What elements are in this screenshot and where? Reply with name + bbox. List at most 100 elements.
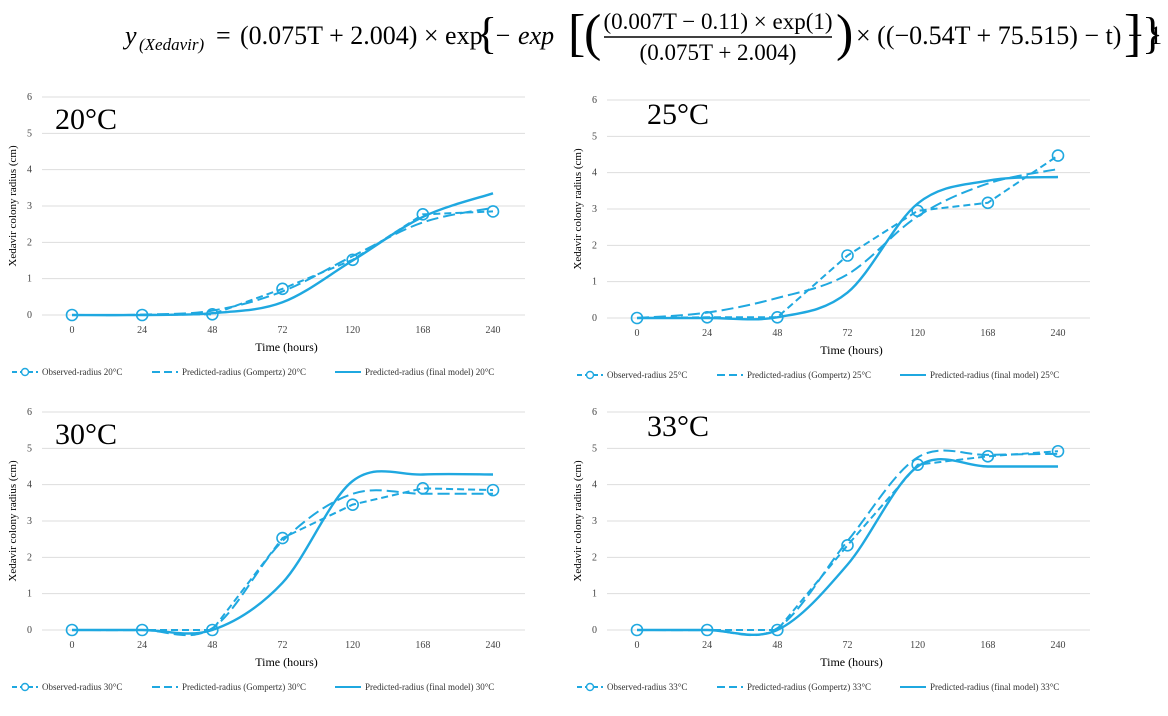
formula-numerator: (0.007T − 0.11) × exp(1) [603, 9, 832, 34]
series-line [636, 175, 1059, 321]
series-line [72, 210, 494, 316]
data-point [346, 253, 359, 267]
formula-right-brace: } [1142, 9, 1163, 58]
y-tick-label: 2 [27, 237, 32, 248]
formula-neg-exp: − exp [494, 21, 554, 50]
legend-label: Predicted-radius (Gompertz) 33°C [747, 682, 871, 692]
y-tick-label: 6 [27, 92, 32, 103]
legend-label: Observed-radius 30°C [42, 682, 122, 692]
x-tick-label: 0 [635, 640, 640, 651]
chart-panel: 0 1 2 3 4 5 6 0 24 48 72 120 168 240 Time (hours) Xedav… [7, 92, 525, 377]
y-tick-label: 3 [592, 204, 597, 215]
formula-left-brace: { [476, 9, 497, 58]
formula-denominator: (0.075T + 2.004) [640, 40, 797, 65]
y-tick-label: 0 [27, 310, 32, 321]
temperature-label: 30°C [55, 418, 117, 451]
x-tick-label: 24 [137, 325, 147, 336]
y-tick-label: 5 [27, 443, 32, 454]
y-tick-label: 4 [592, 480, 597, 491]
y-axis-label: Xedavir colony radius (cm) [7, 145, 19, 267]
data-point [486, 205, 500, 218]
y-axis-label: Xedavir colony radius (cm) [572, 148, 584, 270]
legend-label: Predicted-radius (final model) 30°C [365, 682, 494, 692]
x-tick-label: 72 [278, 325, 288, 336]
temperature-label: 20°C [55, 103, 117, 136]
x-tick-label: 48 [207, 640, 217, 651]
temperature-label: 25°C [647, 98, 709, 131]
x-tick-label: 168 [980, 328, 995, 339]
x-tick-label: 168 [980, 640, 995, 651]
x-tick-label: 24 [137, 640, 147, 651]
x-tick-label: 48 [772, 640, 782, 651]
formula-right-paren: ) [836, 5, 853, 62]
x-tick-label: 120 [910, 640, 925, 651]
y-tick-label: 0 [27, 625, 32, 636]
legend-label: Observed-radius 25°C [607, 370, 687, 380]
x-tick-label: 24 [702, 328, 712, 339]
legend-label: Predicted-radius (Gompertz) 20°C [182, 367, 306, 377]
formula-lhs-subscript: (Xedavir) [139, 35, 204, 54]
formula-right-bracket: ] [1124, 5, 1141, 62]
formula-factor: (0.075T + 2.004) × exp [240, 21, 483, 50]
formula-equals: = [216, 21, 231, 50]
data-point [486, 483, 500, 497]
y-tick-label: 1 [27, 274, 32, 285]
y-tick-label: 6 [592, 407, 597, 418]
legend-label: Predicted-radius (final model) 20°C [365, 367, 494, 377]
legend-label: Observed-radius 33°C [607, 682, 687, 692]
x-tick-label: 0 [70, 325, 75, 336]
legend-label: Predicted-radius (final model) 33°C [930, 682, 1059, 692]
y-tick-label: 0 [592, 313, 597, 324]
x-tick-label: 240 [1051, 640, 1066, 651]
formula-tail: × ((−0.54T + 75.515) − t) + 1 [856, 21, 1162, 50]
y-tick-label: 3 [592, 516, 597, 527]
temperature-label: 33°C [647, 410, 709, 443]
x-tick-label: 0 [635, 328, 640, 339]
x-tick-label: 72 [278, 640, 288, 651]
y-tick-label: 4 [592, 168, 597, 179]
series-line [72, 487, 494, 631]
x-tick-label: 240 [486, 325, 501, 336]
chart-panel: 0 1 2 3 4 5 6 0 24 48 72 120 168 240 Time (hours) Xedav… [572, 95, 1090, 380]
series-line [71, 206, 494, 317]
y-tick-label: 1 [27, 589, 32, 600]
x-axis-label: Time (hours) [820, 655, 883, 669]
x-tick-label: 0 [70, 640, 75, 651]
x-tick-label: 48 [772, 328, 782, 339]
chart-panel: 0 1 2 3 4 5 6 0 24 48 72 120 168 240 Time (hours) Xedav… [572, 407, 1090, 692]
data-point [276, 282, 289, 296]
data-point [981, 450, 995, 463]
data-point [911, 458, 924, 471]
x-axis-label: Time (hours) [820, 343, 883, 357]
legend-swatch-marker [585, 370, 595, 380]
y-tick-label: 4 [27, 165, 32, 176]
formula-lhs-y: y [122, 21, 137, 50]
x-tick-label: 240 [486, 640, 501, 651]
legend-label: Observed-radius 20°C [42, 367, 122, 377]
data-point [981, 196, 995, 210]
y-tick-label: 2 [27, 552, 32, 563]
legend-label: Predicted-radius (Gompertz) 30°C [182, 682, 306, 692]
y-tick-label: 2 [592, 552, 597, 563]
x-tick-label: 72 [843, 328, 853, 339]
y-axis-label: Xedavir colony radius (cm) [572, 460, 584, 582]
x-tick-label: 168 [415, 325, 430, 336]
y-axis-label: Xedavir colony radius (cm) [7, 460, 19, 582]
y-tick-label: 5 [592, 131, 597, 142]
x-tick-label: 168 [415, 640, 430, 651]
x-axis-label: Time (hours) [255, 340, 318, 354]
data-point [1051, 444, 1065, 458]
model-formula: y (Xedavir) = (0.075T + 2.004) × exp { −… [122, 5, 1163, 65]
series-line [71, 470, 494, 635]
series-line [636, 168, 1059, 319]
y-tick-label: 3 [27, 516, 32, 527]
data-point [841, 249, 854, 262]
series-line [71, 489, 493, 637]
y-tick-label: 6 [592, 95, 597, 106]
legend-label: Predicted-radius (Gompertz) 25°C [747, 370, 871, 380]
y-tick-label: 2 [592, 240, 597, 251]
data-point [1051, 149, 1065, 162]
x-tick-label: 120 [910, 328, 925, 339]
x-tick-label: 240 [1051, 328, 1066, 339]
x-tick-label: 48 [207, 325, 217, 336]
